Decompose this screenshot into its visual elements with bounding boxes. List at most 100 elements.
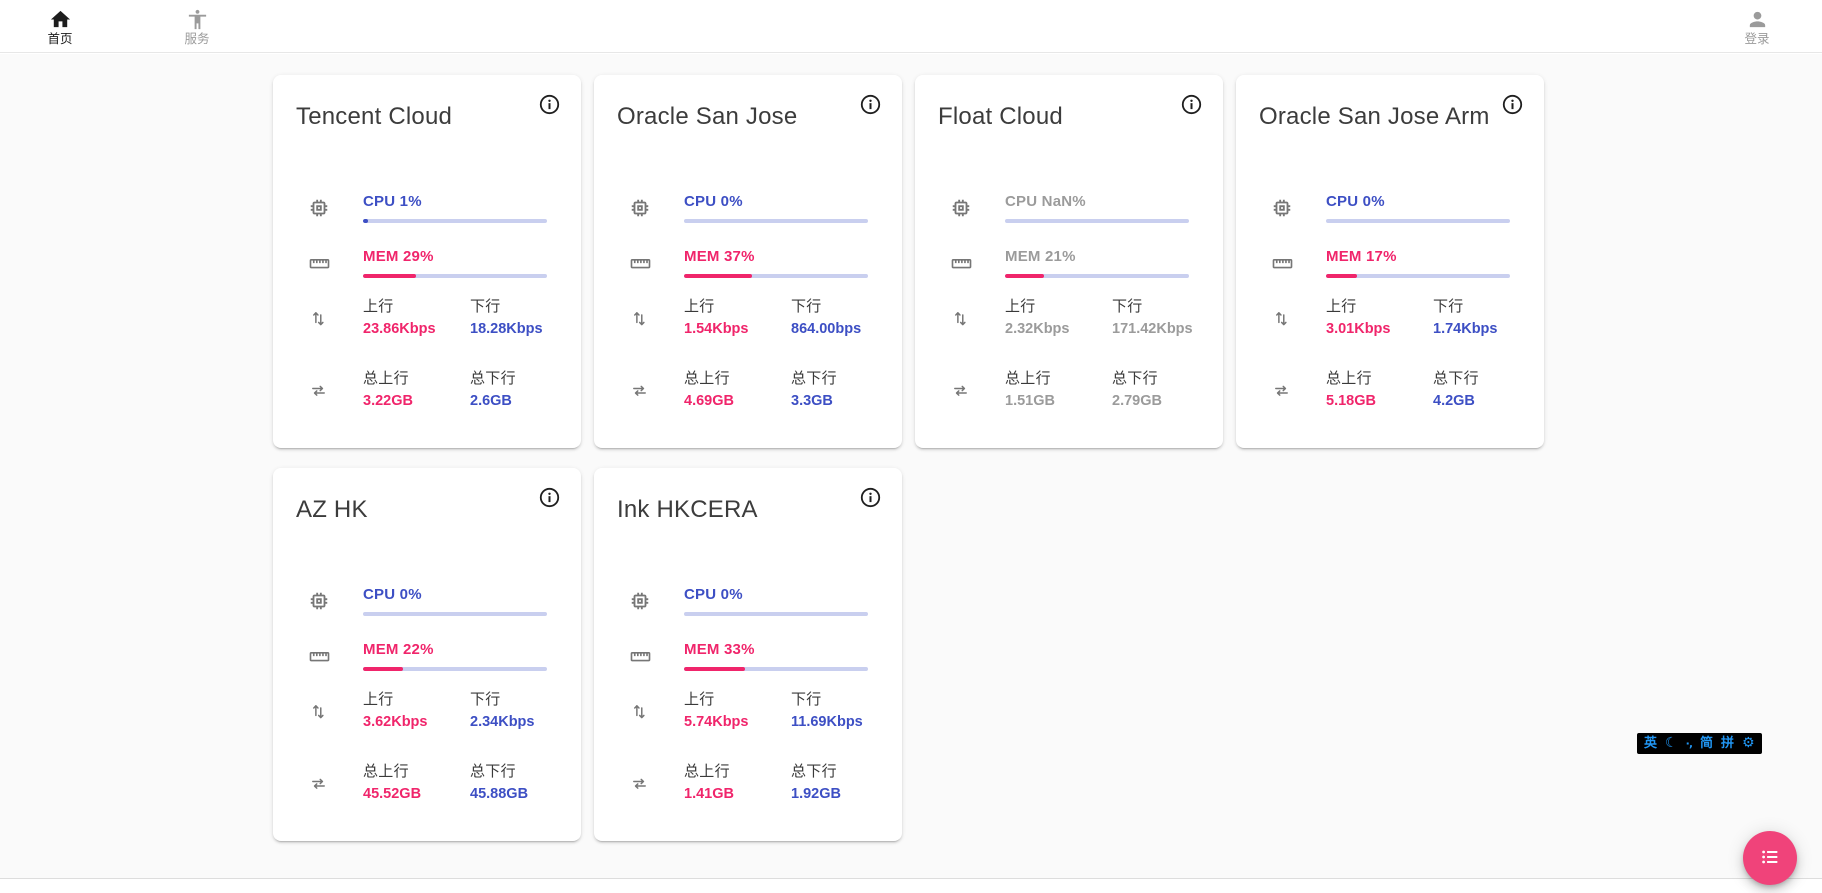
download-label: 下行 [470, 691, 501, 708]
server-metrics: CPU 0% MEM 17% [1258, 193, 1524, 410]
cpu-row: CPU 0% [1258, 193, 1524, 223]
server-card-header: Tencent Cloud [295, 75, 561, 131]
mem-progress-fill [363, 274, 417, 278]
ime-punctuation-indicator[interactable]: ·‚ [1685, 737, 1693, 750]
download-speed: 下行 1.74Kbps [1433, 298, 1540, 338]
server-list-fab[interactable] [1743, 831, 1797, 885]
info-button[interactable] [1501, 93, 1524, 117]
download-label: 下行 [1433, 298, 1464, 315]
server-card-header: AZ HK [295, 468, 561, 524]
server-card-header: Oracle San Jose Arm [1258, 75, 1524, 131]
total-download-label: 总下行 [470, 763, 516, 780]
updown-arrows-icon [295, 691, 363, 731]
ime-lang-indicator[interactable]: 英 [1644, 736, 1658, 751]
cpu-chip-icon [616, 586, 684, 616]
upload-value: 5.74Kbps [684, 714, 749, 730]
info-button[interactable] [538, 486, 561, 510]
total-upload-label: 总上行 [1005, 370, 1051, 387]
total-download: 总下行 4.2GB [1433, 370, 1540, 410]
network-speed-row: 上行 5.74Kbps 下行 11.69Kbps [616, 691, 882, 731]
mem-progress-bar [684, 274, 868, 278]
ime-moon-icon[interactable]: ☾ [1665, 735, 1678, 751]
network-total-row: 总上行 45.52GB 总下行 45.88GB [295, 763, 561, 803]
download-speed: 下行 2.34Kbps [470, 691, 577, 731]
nav-item-label: 登录 [1744, 32, 1770, 46]
info-button[interactable] [859, 93, 882, 117]
network-total-row: 总上行 1.51GB 总下行 2.79GB [937, 370, 1203, 410]
nav-item-home[interactable]: 首页 [34, 6, 86, 46]
server-metrics: CPU 0% MEM 33% [616, 586, 882, 803]
upload-value: 3.62Kbps [363, 714, 428, 730]
mem-row: MEM 17% [1258, 248, 1524, 278]
updown-arrows-icon [937, 298, 1005, 338]
nav-item-label: 首页 [47, 32, 73, 46]
upload-value: 3.01Kbps [1326, 321, 1391, 337]
upload-label: 上行 [684, 691, 715, 708]
cpu-chip-icon [1258, 193, 1326, 223]
mem-row: MEM 22% [295, 641, 561, 671]
mem-usage-label: MEM 29% [363, 248, 434, 265]
app-bar: 首页 服务 登录 [0, 0, 1822, 53]
ime-pinyin-indicator[interactable]: 拼 [1720, 736, 1734, 751]
download-label: 下行 [470, 298, 501, 315]
cpu-row: CPU 0% [616, 586, 882, 616]
info-button[interactable] [538, 93, 561, 117]
download-speed: 下行 171.42Kbps [1112, 298, 1219, 338]
cpu-chip-icon [937, 193, 1005, 223]
server-metrics: CPU NaN% MEM 21% [937, 193, 1203, 410]
server-card: Oracle San Jose Arm CPU 0% [1236, 75, 1544, 448]
mem-progress-bar [363, 667, 547, 671]
server-card-header: Float Cloud [937, 75, 1203, 131]
swap-horizontal-icon [1258, 370, 1326, 410]
network-speed-row: 上行 1.54Kbps 下行 864.00bps [616, 298, 882, 338]
total-download: 总下行 45.88GB [470, 763, 577, 803]
server-card: AZ HK CPU 0% [273, 468, 581, 841]
cpu-usage-value: 0% [720, 193, 743, 210]
total-download-label: 总下行 [1433, 370, 1479, 387]
network-speed-row: 上行 23.86Kbps 下行 18.28Kbps [295, 298, 561, 338]
mem-usage-label: MEM 37% [684, 248, 755, 265]
download-value: 2.34Kbps [470, 714, 535, 730]
nav-item-services[interactable]: 服务 [171, 6, 223, 46]
person-icon [1746, 8, 1769, 31]
info-icon [1180, 94, 1203, 119]
download-value: 864.00bps [791, 321, 862, 337]
cpu-progress-fill [363, 219, 368, 223]
footer [0, 878, 1822, 893]
upload-label: 上行 [363, 691, 394, 708]
ime-settings-gear-icon[interactable]: ⚙ [1741, 735, 1755, 751]
home-icon [49, 8, 72, 31]
info-icon [859, 487, 882, 512]
info-button[interactable] [859, 486, 882, 510]
updown-arrows-icon [1258, 298, 1326, 338]
content-area: Tencent Cloud CPU 1% [0, 54, 1822, 878]
server-metrics: CPU 1% MEM 29% [295, 193, 561, 410]
total-upload: 总上行 5.18GB [1326, 370, 1433, 410]
upload-label: 上行 [1005, 298, 1036, 315]
total-upload-label: 总上行 [363, 763, 409, 780]
total-download: 总下行 3.3GB [791, 370, 898, 410]
total-upload-value: 5.18GB [1326, 393, 1376, 409]
mem-progress-fill [684, 274, 753, 278]
cpu-chip-icon [616, 193, 684, 223]
server-name: Float Cloud [938, 103, 1063, 130]
server-metrics: CPU 0% MEM 37% [616, 193, 882, 410]
total-upload-label: 总上行 [684, 763, 730, 780]
upload-label: 上行 [684, 298, 715, 315]
swap-horizontal-icon [295, 763, 363, 803]
total-upload-label: 总上行 [363, 370, 409, 387]
upload-value: 2.32Kbps [1005, 321, 1070, 337]
mem-usage-label: MEM 17% [1326, 248, 1397, 265]
download-value: 18.28Kbps [470, 321, 543, 337]
total-upload-value: 3.22GB [363, 393, 413, 409]
ime-simplified-indicator[interactable]: 简 [1699, 736, 1713, 751]
download-label: 下行 [791, 691, 822, 708]
info-button[interactable] [1180, 93, 1203, 117]
total-download: 总下行 2.79GB [1112, 370, 1219, 410]
upload-speed: 上行 5.74Kbps [684, 691, 791, 731]
cpu-usage-label: CPU NaN% [1005, 193, 1086, 210]
total-download-label: 总下行 [791, 763, 837, 780]
server-card: Tencent Cloud CPU 1% [273, 75, 581, 448]
total-upload: 总上行 1.41GB [684, 763, 791, 803]
nav-item-login[interactable]: 登录 [1731, 6, 1783, 46]
